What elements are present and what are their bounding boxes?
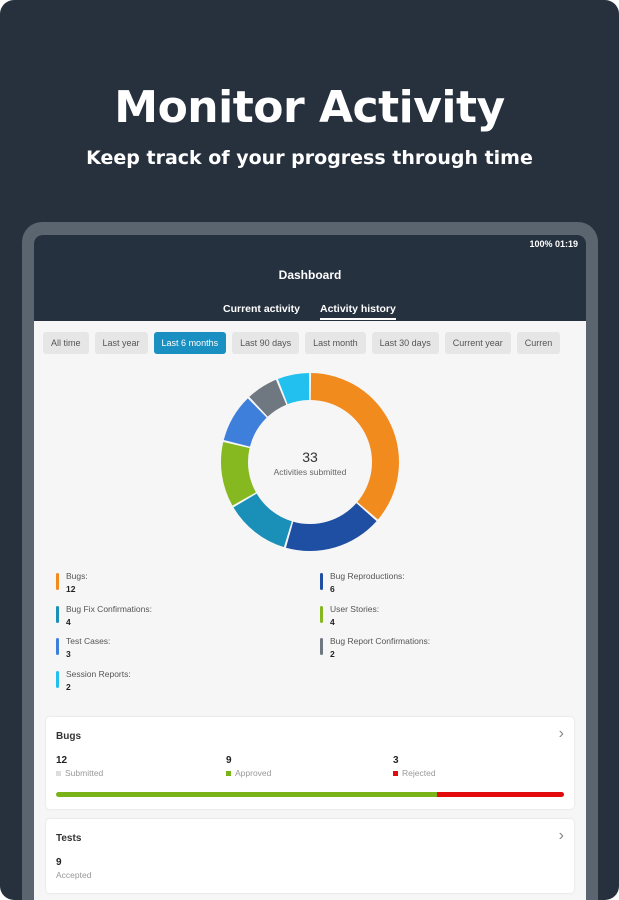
tab-activity-history[interactable]: Activity history xyxy=(320,303,396,320)
legend-value: 4 xyxy=(330,616,335,627)
legend-color-bar xyxy=(56,573,59,590)
legend-value: 6 xyxy=(330,584,335,594)
legend-value: 3 xyxy=(66,649,71,659)
stat-value: 3 xyxy=(393,755,399,766)
chevron-right-icon[interactable]: › xyxy=(558,725,564,742)
filter-current-year[interactable]: Current year xyxy=(444,332,511,354)
legend-color-bar xyxy=(56,605,59,623)
donut-slice xyxy=(310,373,399,520)
app-screen: 100% 01:19 Dashboard Current activity Ac… xyxy=(34,235,586,900)
bugs-progress-bar xyxy=(56,792,564,797)
filter-last-6-months[interactable]: Last 6 months xyxy=(153,332,227,354)
legend-label: Bugs: xyxy=(66,571,88,581)
legend-label: Bug Report Confirmations: xyxy=(330,636,431,646)
rejected-segment xyxy=(437,792,564,797)
page-title: Dashboard xyxy=(278,268,342,282)
filter-last-month[interactable]: Last month xyxy=(305,332,366,354)
donut-total: 33 xyxy=(302,449,318,465)
legend-color-bar xyxy=(320,573,323,590)
filter-current-partial[interactable]: Curren xyxy=(516,332,561,354)
activity-donut-chart xyxy=(221,373,399,551)
bugs-card-title: Bugs xyxy=(56,731,81,742)
legend-color-bar xyxy=(320,605,323,623)
legend-square xyxy=(226,771,231,777)
legend-item: User Stories: 4 xyxy=(320,604,379,627)
stat-value: 9 xyxy=(56,857,62,868)
legend-color-bar xyxy=(56,638,59,655)
approved-segment xyxy=(56,792,437,797)
hero-subtitle: Keep track of your progress through time xyxy=(86,147,533,169)
legend-label: Test Cases: xyxy=(66,636,111,646)
legend-square xyxy=(56,771,61,777)
hero-title: Monitor Activity xyxy=(114,82,505,133)
donut-slice xyxy=(277,373,310,405)
tests-card-title: Tests xyxy=(56,833,82,844)
legend-label: Bug Fix Confirmations: xyxy=(66,603,152,614)
filter-last-30-days[interactable]: Last 30 days xyxy=(371,332,439,354)
donut-center: 33 Activities submitted xyxy=(260,449,360,477)
stat-approved: 9 Approved xyxy=(226,755,271,778)
legend-square xyxy=(393,771,398,777)
stat-label: Submitted xyxy=(65,768,104,778)
legend-item: Bug Report Confirmations: 2 xyxy=(320,636,430,659)
legend-value: 12 xyxy=(66,584,76,594)
legend-value: 4 xyxy=(66,616,71,627)
bugs-card[interactable]: Bugs › 12 Submitted 9 Approved 3 Rejecte… xyxy=(46,717,574,809)
stat-label: Approved xyxy=(235,768,272,778)
stat-value: 12 xyxy=(56,755,68,766)
stat-value: 9 xyxy=(226,755,232,766)
legend-item: Session Reports: 2 xyxy=(56,669,131,692)
stat-submitted: 12 Submitted xyxy=(56,755,103,778)
legend-label: User Stories: xyxy=(330,603,380,614)
legend-item: Bug Fix Confirmations: 4 xyxy=(56,604,152,627)
legend-value: 2 xyxy=(330,649,335,659)
donut-label: Activities submitted xyxy=(273,467,347,477)
stat-accepted: 9 Accepted xyxy=(56,857,91,880)
donut-slice xyxy=(223,398,267,447)
stat-label: Rejected xyxy=(402,768,436,778)
filter-last-90-days[interactable]: Last 90 days xyxy=(232,332,300,354)
tab-current-activity[interactable]: Current activity xyxy=(223,303,301,315)
legend-item: Bugs: 12 xyxy=(56,571,88,594)
donut-slice xyxy=(233,493,292,548)
legend-item: Test Cases: 3 xyxy=(56,636,110,659)
legend-color-bar xyxy=(320,638,323,655)
legend-label: Session Reports: xyxy=(66,668,131,679)
stat-rejected: 3 Rejected xyxy=(393,755,436,778)
filter-all-time[interactable]: All time xyxy=(43,332,89,354)
donut-slice xyxy=(221,442,256,506)
legend-label: Bug Reproductions: xyxy=(330,571,405,581)
chevron-right-icon[interactable]: › xyxy=(558,827,564,844)
stat-label: Accepted xyxy=(56,870,92,880)
legend-item: Bug Reproductions: 6 xyxy=(320,571,405,594)
status-bar: 100% 01:19 xyxy=(529,239,578,249)
legend-value: 2 xyxy=(66,681,71,692)
filter-chips: All time Last year Last 6 months Last 90… xyxy=(43,332,561,354)
tests-card[interactable]: Tests › 9 Accepted xyxy=(46,819,574,893)
app-header: 100% 01:19 Dashboard Current activity Ac… xyxy=(34,235,586,321)
donut-slice xyxy=(285,503,377,551)
donut-slice xyxy=(249,379,287,417)
legend-color-bar xyxy=(56,670,59,688)
filter-last-year[interactable]: Last year xyxy=(94,332,148,354)
